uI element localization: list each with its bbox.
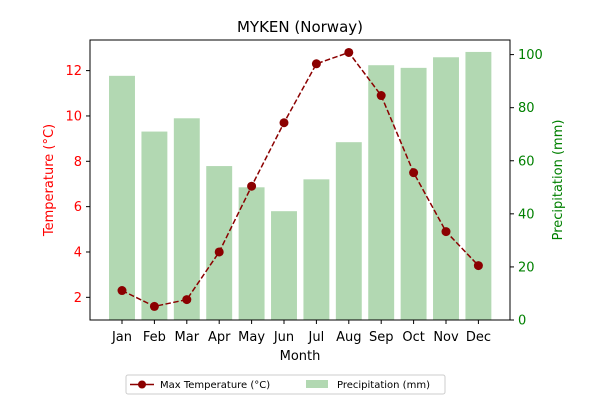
temperature-series-line — [121, 51, 479, 308]
temperature-point-jan — [117, 286, 127, 296]
legend-marker-swatch — [138, 380, 146, 389]
x-tick-label-aug: Aug — [336, 330, 361, 345]
x-tick-label-dec: Dec — [466, 330, 491, 345]
x-tick-label-feb: Feb — [143, 330, 166, 345]
precipitation-bar-nov — [433, 57, 459, 320]
y-left-tick-label: 12 — [65, 64, 82, 79]
precipitation-bar-feb — [141, 131, 168, 320]
x-tick-label-sep: Sep — [369, 330, 394, 345]
temperature-point-aug — [344, 47, 354, 57]
legend-frame — [125, 374, 446, 395]
chart-title: MYKEN (Norway) — [237, 18, 363, 36]
precipitation-bars — [109, 51, 492, 321]
precipitation-bar-aug — [335, 142, 362, 320]
y-right-tick-label: 100 — [518, 48, 543, 63]
temperature-point-mar — [182, 295, 192, 305]
temperature-point-jun — [279, 118, 289, 128]
y-right-tick-label: 80 — [518, 101, 535, 116]
x-tick-label-apr: Apr — [208, 330, 231, 345]
plot-frame — [89, 39, 511, 321]
x-tick-label-jan: Jan — [111, 330, 132, 345]
x-tick-label-oct: Oct — [402, 330, 424, 345]
y-right-tick-label: 60 — [518, 154, 535, 169]
precipitation-bar-sep — [368, 65, 395, 320]
y-left-tick-label: 10 — [65, 109, 82, 124]
precipitation-bar-mar — [173, 118, 200, 320]
x-tick-label-jun: Jun — [273, 330, 294, 345]
precipitation-bar-may — [238, 187, 265, 320]
legend-label-temperature: Max Temperature (°C) — [160, 380, 270, 391]
temperature-line — [117, 47, 483, 311]
temperature-point-apr — [214, 247, 224, 257]
y-right-tick-label: 0 — [518, 314, 526, 329]
x-axis-title: Month — [280, 349, 321, 364]
temperature-point-sep — [376, 91, 386, 101]
y-axis-left-title: Temperature (°C) — [42, 124, 57, 237]
precipitation-bar-dec — [465, 51, 492, 321]
precipitation-bar-oct — [400, 67, 427, 320]
x-tick-label-may: May — [238, 330, 265, 345]
x-tick-label-jul: Jul — [308, 330, 325, 345]
x-tick-label-nov: Nov — [433, 330, 459, 345]
y-left-tick-label: 6 — [74, 200, 82, 215]
y-axis-right-title: Precipitation (mm) — [551, 120, 566, 241]
temperature-point-feb — [149, 301, 159, 311]
temperature-point-oct — [409, 168, 419, 178]
precipitation-bar-jan — [109, 75, 135, 321]
y-axis-left: 2 4 6 8 10 12 — [65, 64, 90, 306]
y-right-tick-label: 40 — [518, 207, 535, 222]
legend-bar-swatch — [306, 380, 328, 388]
precipitation-bar-jun — [271, 211, 297, 320]
y-right-tick-label: 20 — [518, 260, 535, 275]
temperature-point-nov — [441, 227, 451, 237]
y-axis-right: 0 20 40 60 80 100 — [510, 48, 543, 329]
temperature-point-may — [247, 181, 257, 191]
x-tick-label-mar: Mar — [175, 330, 200, 345]
legend: Max Temperature (°C) Precipitation (mm) — [125, 374, 446, 395]
x-axis: Jan Feb Mar Apr May Jun Jul Aug Sep Oct Nov Dec — [111, 320, 491, 345]
temperature-point-jul — [311, 59, 321, 69]
legend-label-precipitation: Precipitation (mm) — [337, 380, 430, 391]
y-left-tick-label: 8 — [74, 155, 82, 170]
precipitation-bar-apr — [206, 166, 233, 320]
temperature-point-dec — [473, 261, 483, 271]
y-left-tick-label: 2 — [74, 291, 82, 306]
precipitation-bar-jul — [303, 179, 330, 320]
y-left-tick-label: 4 — [74, 245, 82, 260]
